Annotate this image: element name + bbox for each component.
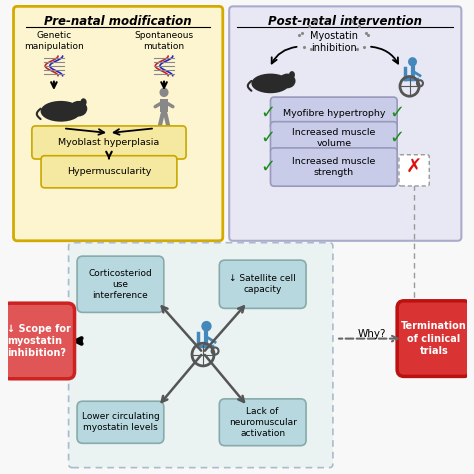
FancyBboxPatch shape [219, 399, 306, 446]
Ellipse shape [251, 73, 290, 93]
FancyBboxPatch shape [219, 260, 306, 309]
Circle shape [201, 321, 211, 331]
FancyBboxPatch shape [229, 6, 461, 241]
Text: Hypermuscularity: Hypermuscularity [67, 167, 151, 176]
FancyBboxPatch shape [271, 97, 397, 129]
Text: ✓: ✓ [261, 158, 276, 176]
Text: Myostatin
inhibition: Myostatin inhibition [310, 31, 358, 53]
Text: ✗: ✗ [406, 157, 422, 176]
FancyBboxPatch shape [32, 126, 186, 159]
Text: ✓: ✓ [261, 104, 276, 122]
Text: Spontaneous
mutation: Spontaneous mutation [135, 31, 193, 51]
FancyBboxPatch shape [77, 256, 164, 312]
Ellipse shape [279, 73, 296, 88]
Text: Myoblast hyperplasia: Myoblast hyperplasia [58, 138, 160, 147]
Text: Lack of
neuromuscular
activation: Lack of neuromuscular activation [229, 407, 297, 438]
FancyArrow shape [160, 99, 168, 112]
Ellipse shape [81, 98, 87, 106]
Text: Myofibre hypertrophy: Myofibre hypertrophy [283, 109, 385, 118]
Ellipse shape [289, 71, 295, 79]
Text: Post-natal intervention: Post-natal intervention [268, 16, 422, 28]
FancyBboxPatch shape [399, 155, 429, 186]
FancyBboxPatch shape [77, 401, 164, 443]
Text: Pre-natal modification: Pre-natal modification [45, 16, 192, 28]
FancyBboxPatch shape [271, 148, 397, 186]
Text: Termination
of clinical
trials: Termination of clinical trials [401, 321, 467, 356]
Text: Corticosteriod
use
interference: Corticosteriod use interference [89, 269, 152, 300]
FancyBboxPatch shape [14, 6, 223, 241]
Text: ✓: ✓ [390, 104, 405, 122]
Text: Increased muscle
strength: Increased muscle strength [292, 157, 375, 177]
FancyBboxPatch shape [271, 122, 397, 154]
Text: ↓ Scope for
myostatin
inhibition?: ↓ Scope for myostatin inhibition? [7, 324, 71, 358]
Text: Why?: Why? [358, 329, 386, 339]
FancyBboxPatch shape [397, 301, 471, 376]
Text: Increased muscle
volume: Increased muscle volume [292, 128, 375, 148]
Text: Lower circulating
myostatin levels: Lower circulating myostatin levels [82, 412, 159, 432]
FancyBboxPatch shape [41, 156, 177, 188]
FancyBboxPatch shape [3, 303, 74, 379]
Text: ✓: ✓ [261, 129, 276, 147]
Text: ↓ Satellite cell
capacity: ↓ Satellite cell capacity [229, 274, 296, 294]
Ellipse shape [70, 101, 87, 117]
Text: Genetic
manipulation: Genetic manipulation [24, 31, 84, 51]
Ellipse shape [41, 101, 81, 122]
Text: ✓: ✓ [390, 129, 405, 147]
Circle shape [408, 57, 417, 66]
Circle shape [159, 88, 169, 97]
FancyBboxPatch shape [69, 243, 333, 468]
